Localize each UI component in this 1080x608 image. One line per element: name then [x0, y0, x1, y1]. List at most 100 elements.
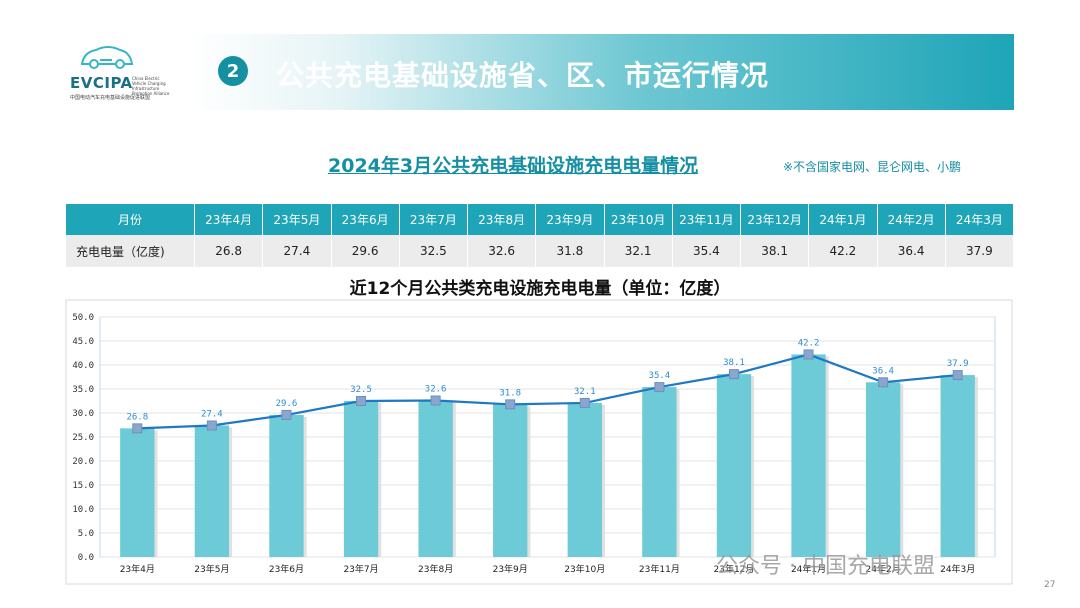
- line-marker: [281, 409, 292, 420]
- x-tick-label: 23年12月: [714, 563, 755, 575]
- line-marker: [132, 423, 143, 434]
- x-tick-label: 23年8月: [418, 563, 453, 575]
- y-tick-label: 30.0: [72, 409, 94, 419]
- y-tick-label: 25.0: [72, 433, 94, 443]
- data-label: 36.4: [872, 366, 894, 376]
- x-tick-label: 23年7月: [343, 563, 378, 575]
- line-marker: [579, 397, 590, 408]
- x-tick-label: 23年9月: [493, 563, 528, 575]
- table-header-label: 月份: [66, 204, 195, 235]
- data-label: 42.2: [798, 338, 820, 348]
- evcipa-logo: EVCIPA China Electric Vehicle Charging I…: [70, 42, 180, 108]
- y-tick-label: 15.0: [72, 481, 94, 491]
- wechat-watermark: 公众号 · 中国充电联盟: [716, 554, 935, 579]
- table-cell: 37.9: [945, 235, 1015, 267]
- series-line: [137, 353, 958, 430]
- table-row-label: 充电电量（亿度): [66, 235, 195, 267]
- bar: [642, 387, 677, 557]
- bar: [940, 375, 975, 557]
- table-cell: 42.2: [808, 235, 878, 267]
- car-plug-icon: [80, 46, 134, 69]
- table-cell: 32.6: [467, 235, 537, 267]
- bar: [865, 382, 901, 557]
- line-marker: [430, 395, 441, 406]
- table-cell: 27.4: [262, 235, 332, 267]
- bar: [791, 354, 826, 557]
- bar: [493, 404, 528, 557]
- table-header-cell: 23年6月: [331, 204, 400, 235]
- table-cell: 29.6: [331, 235, 400, 267]
- x-tick-label: 23年5月: [194, 563, 229, 575]
- x-tick-label: 23年10月: [564, 563, 605, 575]
- table-cell: 36.4: [877, 235, 946, 267]
- logo-subtitle: China Electric Vehicle Charging Infrastr…: [132, 76, 170, 96]
- data-label: 38.1: [723, 358, 745, 368]
- y-tick-label: 35.0: [72, 385, 94, 395]
- bar: [343, 401, 379, 557]
- logo-cn-name: 中国电动汽车充电基础设施促进联盟: [70, 95, 151, 101]
- bar: [567, 402, 602, 557]
- table-header-cell: 24年2月: [877, 204, 946, 235]
- header-banner: [190, 34, 1014, 110]
- table-cell: 32.5: [399, 235, 469, 267]
- x-tick-label: 23年4月: [120, 563, 155, 575]
- x-tick-label: 23年11月: [639, 563, 680, 575]
- line-marker: [505, 399, 516, 410]
- line-marker: [803, 349, 814, 360]
- table-cell: 38.1: [740, 235, 810, 267]
- table-cell: 26.8: [194, 235, 264, 267]
- line-marker: [878, 377, 889, 388]
- line-marker: [654, 382, 665, 393]
- page-number: 27: [1044, 580, 1056, 590]
- y-tick-label: 5.0: [78, 529, 94, 539]
- table-header-cell: 23年7月: [399, 204, 469, 235]
- table-row: 充电电量（亿度) 26.8 27.4 29.6 32.5 32.6 31.8 3…: [66, 235, 1015, 267]
- table-header-cell: 24年1月: [808, 204, 878, 235]
- table-header-cell: 23年5月: [262, 204, 332, 235]
- x-tick-label: 24年2月: [866, 563, 901, 575]
- x-tick-label: 23年6月: [269, 563, 304, 575]
- bar: [120, 428, 155, 557]
- line-marker: [356, 396, 367, 406]
- line-marker: [952, 370, 963, 381]
- data-label: 32.1: [574, 387, 596, 397]
- y-tick-label: 45.0: [72, 337, 94, 347]
- data-label: 29.6: [276, 399, 298, 409]
- line-marker: [728, 369, 739, 380]
- chart-frame: [65, 299, 1013, 585]
- y-tick-label: 50.0: [72, 313, 94, 323]
- section-title: 2024年3月公共充电基础设施充电电量情况: [328, 155, 699, 177]
- table-header-cell: 23年8月: [467, 204, 537, 235]
- bar: [194, 425, 230, 557]
- line-marker: [206, 420, 217, 431]
- data-label: 26.8: [126, 412, 148, 422]
- logo-name: EVCIPA: [70, 74, 133, 92]
- table-header-cell: 23年11月: [672, 204, 742, 235]
- monthly-table: 月份 23年4月 23年5月 23年6月 23年7月 23年8月 23年9月 2…: [66, 204, 1015, 267]
- x-tick-label: 24年3月: [940, 563, 975, 575]
- table-header-cell: 23年12月: [740, 204, 810, 235]
- section-note: ※不含国家电网、昆仑网电、小鹏: [783, 160, 962, 174]
- table-header-cell: 24年3月: [945, 204, 1015, 235]
- bar: [418, 400, 453, 557]
- data-label: 27.4: [201, 409, 223, 419]
- data-label: 37.9: [947, 359, 969, 369]
- section-number-badge: 2: [218, 56, 248, 86]
- table-header-cell: 23年10月: [604, 204, 673, 235]
- y-tick-label: 40.0: [72, 361, 94, 371]
- table-header-row: 月份 23年4月 23年5月 23年6月 23年7月 23年8月 23年9月 2…: [66, 204, 1015, 235]
- table-header-cell: 23年9月: [535, 204, 605, 235]
- table-cell: 32.1: [604, 235, 673, 267]
- data-label: 32.5: [350, 385, 372, 395]
- data-label: 32.6: [425, 385, 447, 395]
- table-cell: 31.8: [535, 235, 605, 267]
- data-label: 35.4: [649, 371, 671, 381]
- x-tick-label: 24年1月: [791, 563, 826, 575]
- y-tick-label: 0.0: [78, 553, 94, 563]
- y-tick-label: 20.0: [72, 457, 94, 467]
- chart-title: 近12个月公共类充电设施充电电量（单位：亿度）: [349, 279, 731, 299]
- bar: [269, 414, 304, 557]
- data-label: 31.8: [499, 388, 521, 398]
- table-cell: 35.4: [672, 235, 742, 267]
